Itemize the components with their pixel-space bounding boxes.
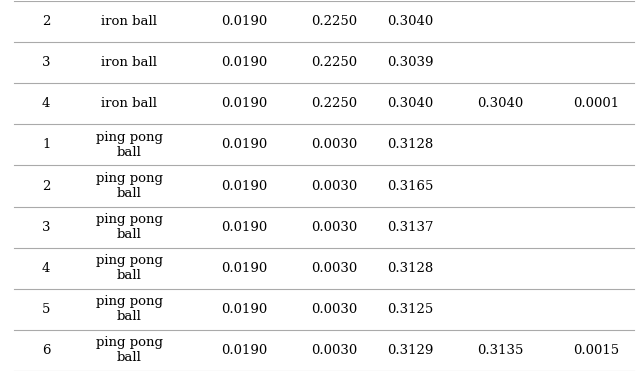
Text: ping pong
ball: ping pong ball [96, 336, 162, 364]
Text: 3: 3 [42, 221, 50, 234]
Text: iron ball: iron ball [101, 97, 157, 110]
Text: 0.2250: 0.2250 [311, 97, 357, 110]
Text: 0.0190: 0.0190 [221, 344, 268, 357]
Text: 6: 6 [42, 344, 50, 357]
Text: 0.3125: 0.3125 [387, 302, 433, 315]
Text: 0.0030: 0.0030 [311, 180, 357, 192]
Text: 0.3039: 0.3039 [387, 57, 434, 70]
Text: 0.3040: 0.3040 [387, 97, 433, 110]
Text: 0.0015: 0.0015 [573, 344, 619, 357]
Text: ping pong
ball: ping pong ball [96, 254, 162, 282]
Text: 1: 1 [42, 138, 50, 151]
Text: 4: 4 [42, 97, 50, 110]
Text: 0.0001: 0.0001 [573, 97, 619, 110]
Text: 3: 3 [42, 57, 50, 70]
Text: 0.0190: 0.0190 [221, 262, 268, 275]
Text: 0.0030: 0.0030 [311, 302, 357, 315]
Text: 0.3040: 0.3040 [477, 97, 523, 110]
Text: 0.0030: 0.0030 [311, 262, 357, 275]
Text: 0.0190: 0.0190 [221, 138, 268, 151]
Text: 0.0190: 0.0190 [221, 15, 268, 28]
Text: 0.0190: 0.0190 [221, 57, 268, 70]
Text: 5: 5 [42, 302, 50, 315]
Text: 0.3128: 0.3128 [387, 262, 433, 275]
Text: 0.0030: 0.0030 [311, 221, 357, 234]
Text: ping pong
ball: ping pong ball [96, 295, 162, 323]
Text: ping pong
ball: ping pong ball [96, 172, 162, 200]
Text: 0.3165: 0.3165 [387, 180, 434, 192]
Text: 0.3128: 0.3128 [387, 138, 433, 151]
Text: 0.2250: 0.2250 [311, 57, 357, 70]
Text: 0.2250: 0.2250 [311, 15, 357, 28]
Text: 0.0190: 0.0190 [221, 221, 268, 234]
Text: 2: 2 [42, 180, 50, 192]
Text: 2: 2 [42, 15, 50, 28]
Text: 0.0190: 0.0190 [221, 302, 268, 315]
Text: 0.0030: 0.0030 [311, 344, 357, 357]
Text: 0.3135: 0.3135 [477, 344, 523, 357]
Text: 0.0190: 0.0190 [221, 97, 268, 110]
Text: ping pong
ball: ping pong ball [96, 213, 162, 241]
Text: 0.3040: 0.3040 [387, 15, 433, 28]
Text: 0.0190: 0.0190 [221, 180, 268, 192]
Text: 0.3137: 0.3137 [387, 221, 434, 234]
Text: 0.3129: 0.3129 [387, 344, 434, 357]
Text: 0.0030: 0.0030 [311, 138, 357, 151]
Text: iron ball: iron ball [101, 15, 157, 28]
Text: iron ball: iron ball [101, 57, 157, 70]
Text: ping pong
ball: ping pong ball [96, 131, 162, 159]
Text: 4: 4 [42, 262, 50, 275]
